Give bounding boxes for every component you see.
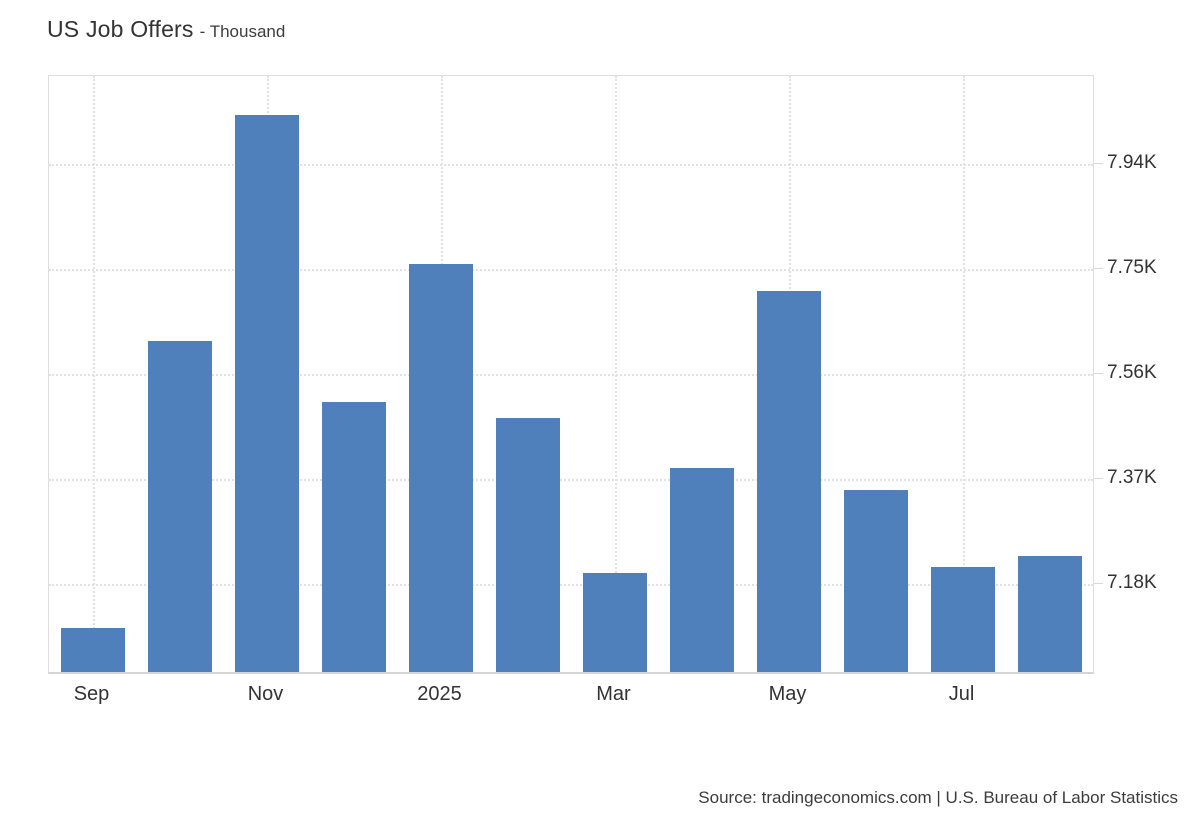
bar-feb-2025[interactable] bbox=[495, 418, 560, 672]
chart-title: US Job Offers - Thousand bbox=[47, 16, 285, 43]
h-gridline bbox=[49, 374, 1093, 376]
y-tick-mark bbox=[1094, 477, 1103, 479]
x-tick-label: 2025 bbox=[417, 683, 462, 705]
chart-title-unit: - Thousand bbox=[199, 22, 286, 41]
y-tick-mark bbox=[1094, 582, 1103, 584]
v-gridline bbox=[962, 76, 965, 672]
bar-nov-2024[interactable] bbox=[234, 114, 299, 672]
h-gridline bbox=[49, 478, 1093, 481]
v-gridline bbox=[92, 76, 95, 672]
y-tick-label: 7.94K bbox=[1107, 152, 1157, 174]
bar-jun-2025[interactable] bbox=[843, 489, 908, 672]
bar-may-2025[interactable] bbox=[756, 291, 821, 672]
bar-dec-2024[interactable] bbox=[321, 401, 386, 672]
x-tick-label: Sep bbox=[73, 683, 110, 705]
chart-title-main: US Job Offers bbox=[47, 16, 194, 42]
bar-aug-2025[interactable] bbox=[1017, 556, 1082, 672]
y-tick-label: 7.75K bbox=[1107, 257, 1157, 279]
y-tick-label: 7.18K bbox=[1107, 571, 1157, 593]
y-tick-label: 7.56K bbox=[1107, 362, 1157, 383]
plot-area bbox=[48, 75, 1094, 674]
bar-oct-2024[interactable] bbox=[147, 340, 212, 672]
y-tick-mark bbox=[1094, 163, 1103, 165]
h-gridline bbox=[49, 583, 1093, 586]
y-tick-mark bbox=[1094, 373, 1103, 374]
x-tick-label: Mar bbox=[596, 683, 631, 705]
x-tick-label: Jul bbox=[948, 683, 975, 705]
source-attribution: Source: tradingeconomics.com | U.S. Bure… bbox=[698, 788, 1178, 807]
bar-sep-2024[interactable] bbox=[60, 627, 125, 672]
x-tick-label: Nov bbox=[247, 683, 284, 705]
bar-jan-2025[interactable] bbox=[408, 263, 473, 672]
h-gridline bbox=[49, 269, 1093, 272]
h-gridline bbox=[49, 164, 1093, 167]
y-tick-label: 7.37K bbox=[1107, 466, 1157, 488]
bar-apr-2025[interactable] bbox=[669, 467, 734, 672]
bar-mar-2025[interactable] bbox=[582, 572, 647, 672]
v-gridline bbox=[614, 76, 617, 672]
x-tick-label: May bbox=[768, 683, 807, 705]
y-tick-mark bbox=[1094, 268, 1103, 270]
bar-jul-2025[interactable] bbox=[930, 567, 995, 672]
